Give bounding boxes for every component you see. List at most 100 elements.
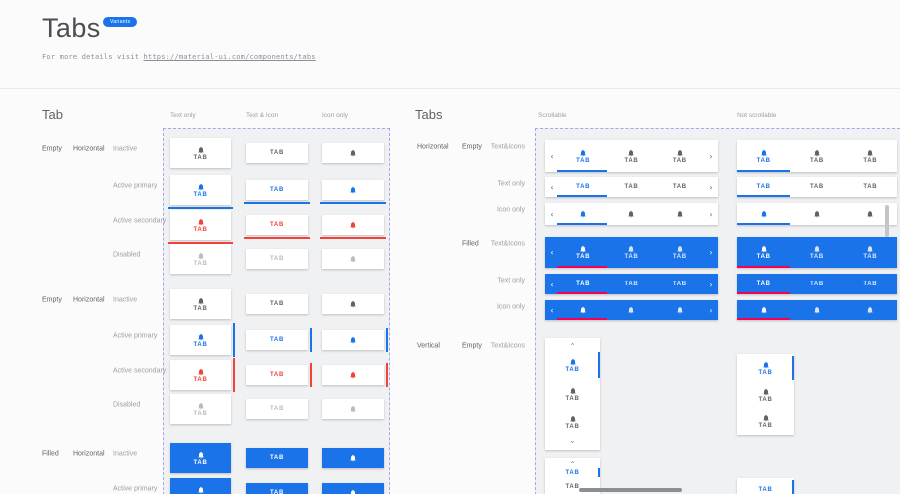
- tab-specimen[interactable]: TAB: [170, 323, 235, 357]
- tab-specimen[interactable]: TAB: [246, 363, 312, 387]
- tab-item[interactable]: TAB: [607, 177, 655, 197]
- tab-item[interactable]: TAB: [737, 382, 794, 408]
- tab-item[interactable]: TAB: [559, 274, 607, 294]
- tab-specimen[interactable]: [322, 363, 388, 387]
- tab-item[interactable]: TAB: [607, 237, 655, 268]
- tabs-bar-scrollable: ‹ ›: [545, 300, 718, 320]
- scroll-left-button[interactable]: ‹: [550, 209, 554, 219]
- scroll-up-button[interactable]: ‹: [568, 460, 577, 464]
- tab-specimen[interactable]: [322, 143, 384, 163]
- tab-item[interactable]: [844, 300, 897, 320]
- tab-item[interactable]: TAB: [545, 408, 600, 436]
- tab-item[interactable]: TAB: [737, 409, 794, 435]
- tab-item[interactable]: TAB: [844, 237, 897, 268]
- scroll-right-button[interactable]: ›: [709, 248, 713, 257]
- scroll-right-button[interactable]: ›: [709, 305, 713, 315]
- tab-item[interactable]: [790, 203, 843, 225]
- tab-specimen[interactable]: [322, 483, 384, 494]
- tab-item[interactable]: TAB: [737, 237, 790, 268]
- tab-item[interactable]: TAB: [737, 354, 794, 382]
- scroll-right-button[interactable]: ›: [709, 151, 713, 161]
- tab-specimen[interactable]: TAB: [170, 289, 231, 319]
- tab-item[interactable]: [844, 203, 897, 225]
- tab-specimen[interactable]: TAB: [246, 143, 308, 163]
- tab-specimen[interactable]: [320, 180, 386, 204]
- tab-item[interactable]: TAB: [790, 237, 843, 268]
- tab-specimen[interactable]: TAB: [246, 249, 308, 269]
- tab-item[interactable]: [656, 300, 704, 320]
- tab-specimen[interactable]: [320, 215, 386, 239]
- tab-specimen[interactable]: [322, 448, 384, 468]
- scroll-right-button[interactable]: ›: [709, 182, 713, 192]
- docs-link[interactable]: https://material-ui.com/components/tabs: [143, 53, 316, 61]
- tab-specimen[interactable]: TAB: [246, 448, 308, 468]
- tab-item[interactable]: TAB: [656, 237, 704, 268]
- vertical-scrollbar-thumb[interactable]: [885, 205, 889, 237]
- tab-item[interactable]: TAB: [559, 237, 607, 268]
- tab-item[interactable]: [559, 300, 607, 320]
- tab-item[interactable]: TAB: [844, 140, 897, 172]
- tab-label: TAB: [863, 281, 878, 287]
- tab-item[interactable]: TAB: [607, 140, 655, 172]
- active-indicator: [737, 195, 791, 197]
- tab-item[interactable]: TAB: [656, 140, 704, 172]
- header-divider: [0, 88, 900, 89]
- tab-item[interactable]: TAB: [545, 466, 600, 479]
- tab-specimen[interactable]: TAB: [170, 358, 235, 392]
- tab-specimen[interactable]: TAB: [244, 180, 310, 204]
- tab-item[interactable]: TAB: [656, 177, 704, 197]
- tab-specimen[interactable]: [322, 249, 384, 269]
- tab-item[interactable]: TAB: [844, 274, 897, 294]
- tab-specimen[interactable]: [322, 328, 388, 352]
- tab-specimen[interactable]: TAB: [168, 175, 233, 209]
- bell-icon: [676, 210, 684, 218]
- scroll-up-button[interactable]: ‹: [568, 342, 577, 346]
- tab-item[interactable]: [737, 203, 790, 225]
- tab-item[interactable]: [656, 203, 704, 225]
- bell-icon: [762, 414, 770, 422]
- bell-icon: [866, 210, 874, 218]
- tab-item[interactable]: TAB: [545, 350, 600, 380]
- tab-specimen[interactable]: TAB: [170, 443, 231, 473]
- tab-item[interactable]: TAB: [737, 177, 790, 197]
- tab-item[interactable]: TAB: [790, 140, 843, 172]
- tab-item[interactable]: [790, 300, 843, 320]
- tab-item[interactable]: TAB: [559, 140, 607, 172]
- tab-item[interactable]: TAB: [790, 177, 843, 197]
- tab-item[interactable]: [559, 203, 607, 225]
- tab-item[interactable]: [737, 300, 790, 320]
- scroll-left-button[interactable]: ‹: [550, 279, 554, 289]
- tab-item[interactable]: TAB: [737, 140, 790, 172]
- tab-item[interactable]: TAB: [545, 479, 600, 494]
- tab-specimen[interactable]: TAB: [170, 138, 231, 168]
- tab-item[interactable]: TAB: [607, 274, 655, 294]
- scroll-left-button[interactable]: ‹: [550, 248, 554, 257]
- scroll-left-button[interactable]: ‹: [550, 151, 554, 161]
- tab-specimen[interactable]: TAB: [168, 210, 233, 244]
- scroll-right-button[interactable]: ›: [709, 279, 713, 289]
- tab-specimen[interactable]: TAB: [170, 244, 231, 274]
- tab-specimen[interactable]: TAB: [170, 394, 231, 424]
- scroll-down-button[interactable]: ‹: [568, 440, 577, 444]
- tab-item[interactable]: TAB: [790, 274, 843, 294]
- tab-specimen[interactable]: [322, 294, 384, 314]
- scroll-left-button[interactable]: ‹: [550, 305, 554, 315]
- tab-item[interactable]: TAB: [737, 478, 794, 494]
- tab-item[interactable]: TAB: [737, 274, 790, 294]
- scroll-left-button[interactable]: ‹: [550, 182, 554, 192]
- tab-item[interactable]: TAB: [656, 274, 704, 294]
- tab-specimen[interactable]: TAB: [244, 215, 310, 239]
- tab-specimen[interactable]: [322, 399, 384, 419]
- tab-specimen[interactable]: TAB: [246, 399, 308, 419]
- scroll-right-button[interactable]: ›: [709, 209, 713, 219]
- tab-item[interactable]: TAB: [545, 380, 600, 408]
- tab-item[interactable]: [607, 300, 655, 320]
- tab-specimen[interactable]: TAB: [246, 328, 312, 352]
- horizontal-scrollbar-thumb[interactable]: [579, 488, 682, 492]
- tab-item[interactable]: TAB: [559, 177, 607, 197]
- tab-specimen[interactable]: TAB: [246, 483, 308, 494]
- tab-item[interactable]: [607, 203, 655, 225]
- tab-specimen[interactable]: TAB: [170, 478, 231, 494]
- tab-specimen[interactable]: TAB: [246, 294, 308, 314]
- tab-item[interactable]: TAB: [844, 177, 897, 197]
